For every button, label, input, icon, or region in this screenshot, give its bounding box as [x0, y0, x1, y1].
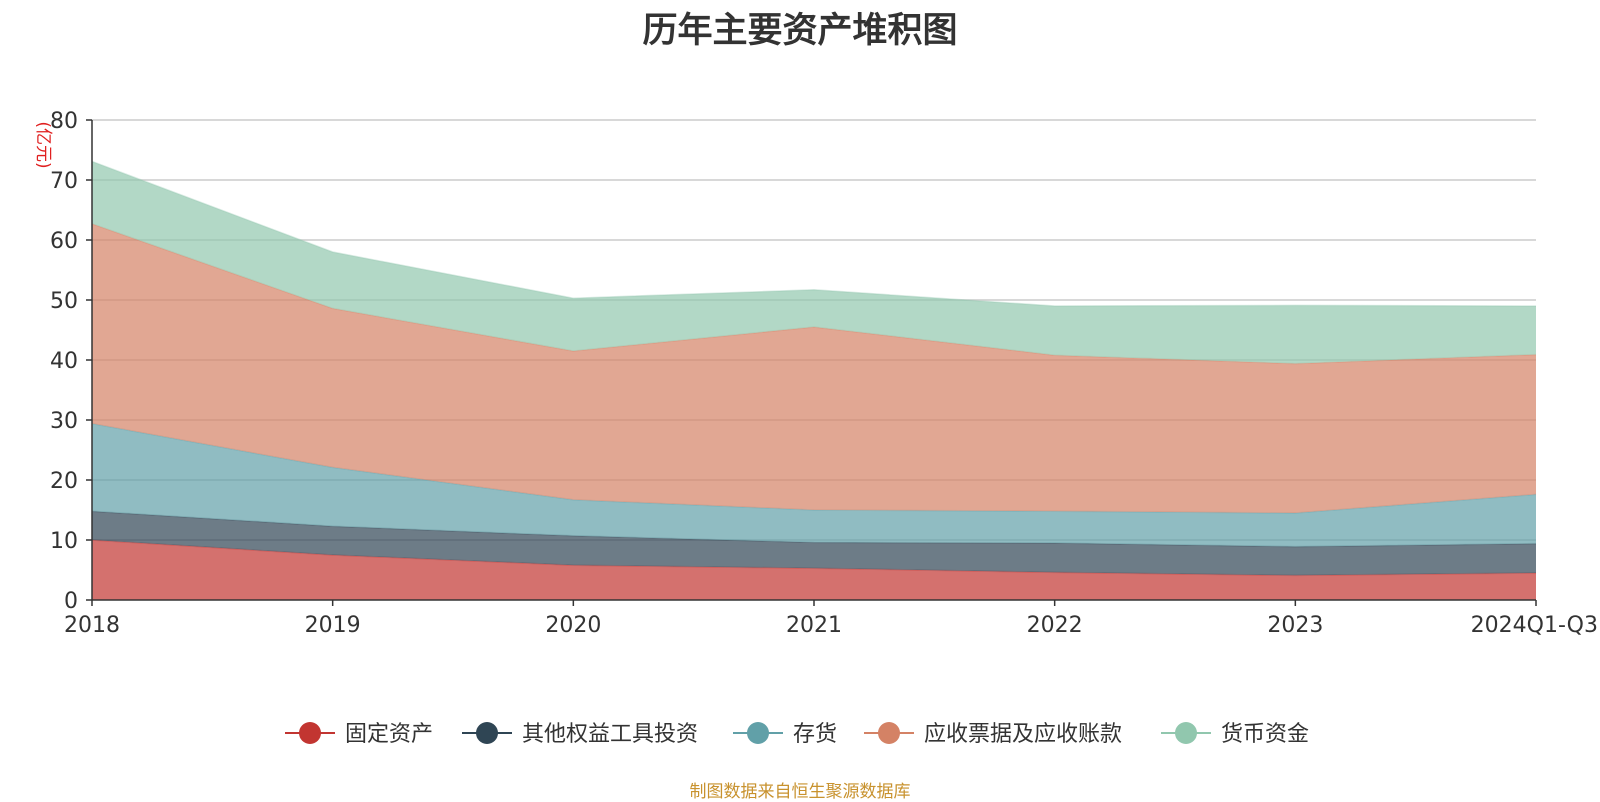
x-tick-label: 2024Q1-Q3	[1471, 613, 1598, 638]
legend-label: 应收票据及应收账款	[924, 722, 1122, 747]
y-tick-label: 0	[64, 589, 78, 614]
axes: 0 10 20 30 40 50 60 70 80 2018 2019 2020 2021 2022 202…	[33, 109, 1598, 638]
legend-item-4: 货币资金	[1161, 722, 1309, 747]
y-axis-unit-label: (亿元)	[33, 121, 53, 168]
area-series-2	[92, 423, 1536, 547]
y-tick-label: 80	[50, 109, 78, 134]
x-tick-label: 2022	[1027, 613, 1083, 638]
area-series-0	[92, 540, 1536, 600]
y-tick-label: 70	[50, 169, 78, 194]
x-tick-label: 2019	[305, 613, 361, 638]
legend: 固定资产 其他权益工具投资 存货 应收票据及应收账款 货币资金	[285, 722, 1309, 747]
legend-item-3: 应收票据及应收账款	[864, 722, 1122, 747]
legend-circle-icon	[476, 722, 498, 744]
y-tick-label: 10	[50, 529, 78, 554]
stacked-areas	[91, 160, 1537, 600]
legend-circle-icon	[747, 722, 769, 744]
legend-circle-icon	[878, 722, 900, 744]
area-edge-4	[91, 160, 1537, 307]
legend-circle-icon	[1175, 722, 1197, 744]
chart-title: 历年主要资产堆积图	[642, 11, 958, 51]
x-tick-label: 2023	[1267, 613, 1323, 638]
x-tick-label: 2020	[545, 613, 601, 638]
source-note: 制图数据来自恒生聚源数据库	[689, 782, 911, 802]
y-tick-label: 50	[50, 289, 78, 314]
x-tick-label: 2018	[64, 613, 120, 638]
legend-item-1: 其他权益工具投资	[462, 722, 698, 747]
area-series-4	[92, 161, 1536, 364]
area-series-3	[92, 223, 1536, 514]
legend-circle-icon	[299, 722, 321, 744]
area-series-1	[92, 511, 1536, 576]
legend-label: 其他权益工具投资	[522, 722, 698, 747]
legend-label: 货币资金	[1221, 722, 1309, 747]
x-tick-label: 2021	[786, 613, 842, 638]
y-tick-label: 30	[50, 409, 78, 434]
legend-label: 存货	[793, 722, 837, 747]
y-tick-label: 20	[50, 469, 78, 494]
legend-item-0: 固定资产	[285, 722, 433, 747]
legend-label: 固定资产	[345, 722, 433, 747]
legend-item-2: 存货	[733, 722, 837, 747]
y-tick-label: 40	[50, 349, 78, 374]
y-tick-label: 60	[50, 229, 78, 254]
